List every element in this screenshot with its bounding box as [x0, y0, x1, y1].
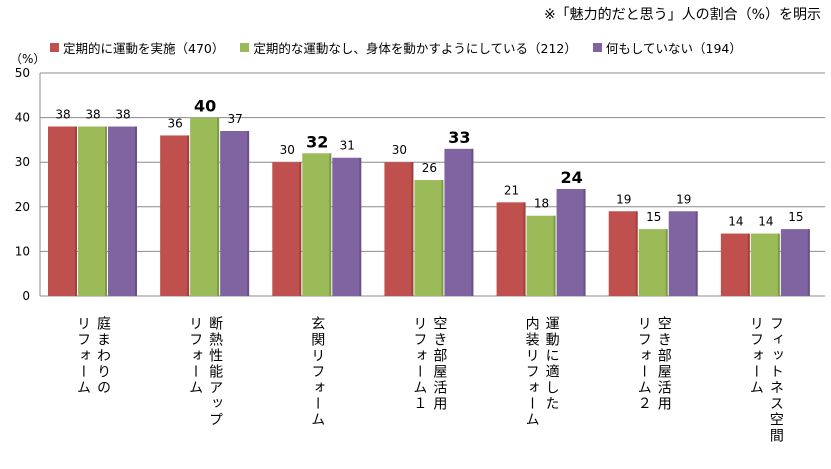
bar-4-0 — [496, 202, 526, 296]
y-tick-label-0: 0 — [22, 289, 30, 303]
data-label-4-1: 18 — [534, 197, 549, 211]
bar-5-0 — [608, 211, 638, 296]
bar-4-1 — [526, 215, 556, 296]
bar-shade-5-2 — [695, 211, 698, 296]
bar-2-1 — [302, 153, 332, 296]
chart-legend: 定期的に運動を実施（470） 定期的な運動なし、身体を動かすようにしている（21… — [50, 38, 742, 57]
legend-label-nothing: 何もしていない（194） — [605, 41, 742, 56]
legend-swatch-regular-exercise — [50, 43, 59, 52]
y-tick-label-20: 20 — [15, 200, 30, 214]
bar-6-2 — [780, 229, 810, 296]
bar-shade-6-1 — [777, 233, 780, 296]
data-label-5-2: 19 — [676, 192, 691, 206]
data-label-2-0: 30 — [280, 143, 295, 157]
data-label-3-0: 30 — [392, 143, 407, 157]
y-tick-label-40: 40 — [15, 111, 30, 125]
category-label-0-0: 庭まわりの — [95, 315, 111, 396]
data-label-1-1: 40 — [194, 97, 216, 116]
y-axis-unit-label: （%） — [10, 52, 46, 66]
category-label-6-0: フィットネス空間 — [768, 316, 784, 444]
data-label-3-2: 33 — [448, 128, 470, 147]
chart-note: ※「魅力的だと思う」人の割合（%）を明示 — [543, 7, 821, 23]
bar-shade-1-1 — [217, 117, 220, 296]
legend-swatch-active-no-exercise — [240, 43, 250, 52]
bar-shade-2-1 — [329, 153, 332, 296]
category-label-1-0: 断熱性能アップ — [207, 316, 223, 428]
data-label-2-2: 31 — [340, 139, 355, 153]
y-tick-label-50: 50 — [15, 66, 30, 80]
category-label-4-1: 内装リフォーム — [524, 316, 540, 428]
bar-3-1 — [414, 180, 444, 296]
category-label-5-0: 空き部屋活用 — [656, 316, 672, 412]
data-label-3-1: 26 — [422, 161, 437, 175]
bar-shade-6-0 — [747, 233, 750, 296]
y-tick-label-10: 10 — [15, 244, 30, 258]
y-tick-label-30: 30 — [15, 155, 30, 169]
bar-shade-5-0 — [635, 211, 638, 296]
category-label-1-1: リフォーム — [187, 316, 203, 396]
legend-label-active-no-exercise: 定期的な運動なし、身体を動かすようにしている（212） — [253, 41, 577, 56]
data-label-1-0: 36 — [168, 116, 183, 130]
legend-label-regular-exercise: 定期的に運動を実施（470） — [63, 41, 225, 56]
category-label-2-0: 玄関リフォーム — [309, 315, 325, 428]
data-label-6-1: 14 — [758, 215, 773, 229]
data-label-5-0: 19 — [616, 192, 631, 206]
bar-2-0 — [272, 162, 302, 296]
bar-shade-4-2 — [583, 188, 586, 296]
bar-shade-0-0 — [75, 126, 77, 297]
bar-4-2 — [556, 188, 586, 296]
data-label-0-1: 38 — [85, 108, 100, 122]
bar-shade-0-2 — [135, 126, 137, 297]
data-label-0-0: 38 — [55, 108, 70, 122]
legend-item-active-no-exercise: 定期的な運動なし、身体を動かすようにしている（212） — [240, 38, 577, 57]
bar-shade-3-0 — [411, 162, 414, 296]
category-label-5-1: リフォーム２ — [636, 316, 652, 412]
bar-shade-3-1 — [441, 180, 444, 296]
data-label-6-2: 15 — [788, 210, 803, 224]
bar-1-2 — [220, 130, 250, 296]
bar-shade-4-1 — [553, 215, 556, 296]
legend-swatch-nothing — [592, 43, 602, 52]
bar-3-2 — [444, 148, 474, 296]
data-label-5-1: 15 — [646, 210, 661, 224]
bar-shade-0-1 — [105, 126, 107, 297]
bar-shade-6-2 — [807, 229, 810, 296]
data-label-6-0: 14 — [728, 215, 743, 229]
data-label-0-2: 38 — [115, 108, 130, 122]
data-label-1-2: 37 — [228, 112, 243, 126]
bar-shade-5-1 — [665, 229, 668, 296]
bar-shade-4-0 — [523, 202, 526, 296]
bar-shade-2-2 — [359, 157, 362, 296]
bar-2-2 — [332, 157, 362, 296]
legend-item-regular-exercise: 定期的に運動を実施（470） — [50, 38, 224, 57]
bar-0-0 — [48, 126, 77, 297]
category-label-3-1: リフォーム１ — [411, 316, 427, 412]
bar-6-0 — [720, 233, 750, 296]
data-label-4-2: 24 — [560, 168, 582, 187]
bar-6-1 — [750, 233, 780, 296]
bar-shade-3-2 — [471, 148, 474, 296]
legend-item-nothing: 何もしていない（194） — [592, 38, 742, 57]
data-label-4-0: 21 — [504, 183, 519, 197]
category-label-3-0: 空き部屋活用 — [431, 316, 447, 412]
bar-5-1 — [638, 229, 668, 296]
bar-shade-1-0 — [187, 135, 190, 296]
bar-shade-1-2 — [247, 130, 250, 296]
bar-0-2 — [108, 126, 137, 297]
bar-1-0 — [160, 135, 190, 296]
bar-shade-2-0 — [299, 162, 302, 296]
bar-5-2 — [668, 211, 698, 296]
bar-1-1 — [190, 117, 220, 296]
category-label-4-0: 運動に適した — [544, 316, 560, 412]
category-label-0-1: リフォーム — [75, 316, 91, 396]
category-label-6-1: リフォーム — [748, 316, 764, 396]
bar-0-1 — [78, 126, 107, 297]
bar-3-0 — [384, 162, 414, 296]
data-label-2-1: 32 — [306, 132, 328, 151]
